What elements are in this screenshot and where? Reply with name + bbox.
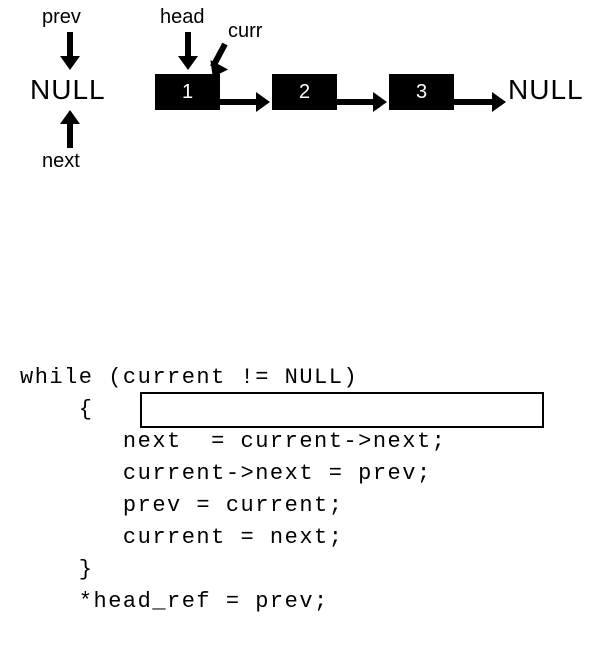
arrow-3-null [454, 92, 506, 112]
null-left: NULL [30, 74, 106, 106]
code-line-5: prev = current; [20, 493, 343, 518]
code-line-2: { [20, 397, 94, 422]
code-line-6: current = next; [20, 525, 343, 550]
label-curr: curr [228, 20, 262, 43]
list-node-2: 2 [272, 74, 337, 110]
label-prev: prev [42, 6, 81, 29]
arrow-head-down [178, 32, 198, 70]
arrow-1-2 [220, 92, 270, 112]
code-line-8: *head_ref = prev; [20, 589, 329, 614]
arrow-prev-down [60, 32, 80, 70]
code-line-4: current->next = prev; [20, 461, 432, 486]
label-head: head [160, 6, 205, 29]
list-node-3: 3 [389, 74, 454, 110]
code-block: while (current != NULL) { next = current… [20, 330, 446, 650]
label-next: next [42, 150, 80, 173]
null-right: NULL [508, 74, 584, 106]
arrow-next-up [60, 110, 80, 148]
code-line-1: while (current != NULL) [20, 365, 358, 390]
code-line-7: } [20, 557, 94, 582]
list-node-1: 1 [155, 74, 220, 110]
arrow-2-3 [337, 92, 387, 112]
diagram-stage: prev NULL next head curr 1 2 3 NULL whil… [0, 0, 600, 597]
code-highlight-box [140, 392, 544, 428]
code-line-3: next = current->next; [20, 429, 446, 454]
